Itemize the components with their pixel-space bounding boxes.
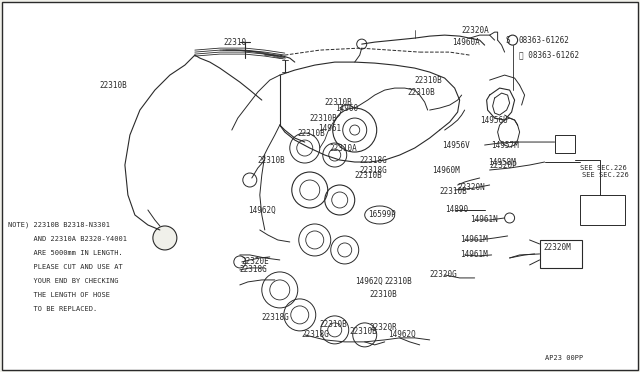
Text: 22310: 22310 <box>223 38 246 46</box>
Bar <box>555 135 575 153</box>
Text: 22310B: 22310B <box>324 97 353 106</box>
Text: 22320N: 22320N <box>458 183 485 192</box>
Circle shape <box>153 226 177 250</box>
Text: 22310A: 22310A <box>330 144 358 153</box>
Text: 22310B: 22310B <box>100 81 127 90</box>
Text: NOTE) 22310B B2318-N3301: NOTE) 22310B B2318-N3301 <box>8 222 110 228</box>
Text: 22310B: 22310B <box>440 187 467 196</box>
Text: TO BE REPLACED.: TO BE REPLACED. <box>8 306 97 312</box>
Text: PLEASE CUT AND USE AT: PLEASE CUT AND USE AT <box>8 264 123 270</box>
Text: 22320A: 22320A <box>461 26 490 35</box>
Text: 22310B: 22310B <box>349 327 378 336</box>
Text: 14890: 14890 <box>445 205 468 215</box>
Text: 14960A: 14960A <box>452 38 479 46</box>
Text: 14956V: 14956V <box>442 141 469 150</box>
Text: 22310B: 22310B <box>320 320 348 329</box>
Text: 14958M: 14958M <box>488 157 515 167</box>
Text: 22310B: 22310B <box>385 278 412 286</box>
Text: 14962Q: 14962Q <box>355 278 383 286</box>
Text: 14962Q: 14962Q <box>248 205 276 215</box>
Text: 22310B: 22310B <box>408 87 435 97</box>
Text: S: S <box>506 36 510 45</box>
Text: 22320R: 22320R <box>370 323 397 333</box>
Text: 14956U: 14956U <box>479 116 508 125</box>
Text: 22310B: 22310B <box>370 291 397 299</box>
Text: 14961M: 14961M <box>460 250 488 259</box>
Text: 22320E: 22320E <box>242 257 269 266</box>
Text: 08363-61262: 08363-61262 <box>518 36 570 45</box>
Text: 14961N: 14961N <box>470 215 497 224</box>
Text: 22318G: 22318G <box>360 166 387 174</box>
Text: 14957M: 14957M <box>492 141 520 150</box>
Bar <box>540 240 582 268</box>
Text: YOUR END BY CHECKING: YOUR END BY CHECKING <box>8 278 118 284</box>
Text: SEE SEC.226: SEE SEC.226 <box>580 165 627 171</box>
Text: 22310B: 22310B <box>415 76 442 84</box>
Text: 14962Q: 14962Q <box>388 330 415 339</box>
Text: 22318G: 22318G <box>302 330 330 339</box>
Text: THE LENGTH OF HOSE: THE LENGTH OF HOSE <box>8 292 110 298</box>
Text: 16599P: 16599P <box>368 211 396 219</box>
Text: 22320M: 22320M <box>543 243 572 253</box>
Text: AP23 00PP: AP23 00PP <box>545 355 583 361</box>
Text: 22318G: 22318G <box>360 155 387 164</box>
Text: 22310B: 22310B <box>258 155 285 164</box>
Text: 14960: 14960 <box>335 103 358 113</box>
Text: 14960M: 14960M <box>431 166 460 174</box>
Text: 22320G: 22320G <box>429 270 458 279</box>
Text: 14961M: 14961M <box>460 235 488 244</box>
Text: 22318G: 22318G <box>262 313 289 323</box>
Text: AND 22310A B2320-Y4001: AND 22310A B2320-Y4001 <box>8 236 127 242</box>
Bar <box>580 195 625 225</box>
Text: 22310B: 22310B <box>298 129 326 138</box>
Text: SEE SEC.226: SEE SEC.226 <box>582 172 628 178</box>
Text: 22310B: 22310B <box>310 113 337 122</box>
Text: 22320P: 22320P <box>490 160 517 170</box>
Text: Ⓢ 08363-61262: Ⓢ 08363-61262 <box>518 51 579 60</box>
Text: ARE 5000mm IN LENGTH.: ARE 5000mm IN LENGTH. <box>8 250 123 256</box>
Text: 22318G: 22318G <box>240 266 268 275</box>
Text: 22310B: 22310B <box>355 170 383 180</box>
Text: 14961: 14961 <box>317 124 341 132</box>
